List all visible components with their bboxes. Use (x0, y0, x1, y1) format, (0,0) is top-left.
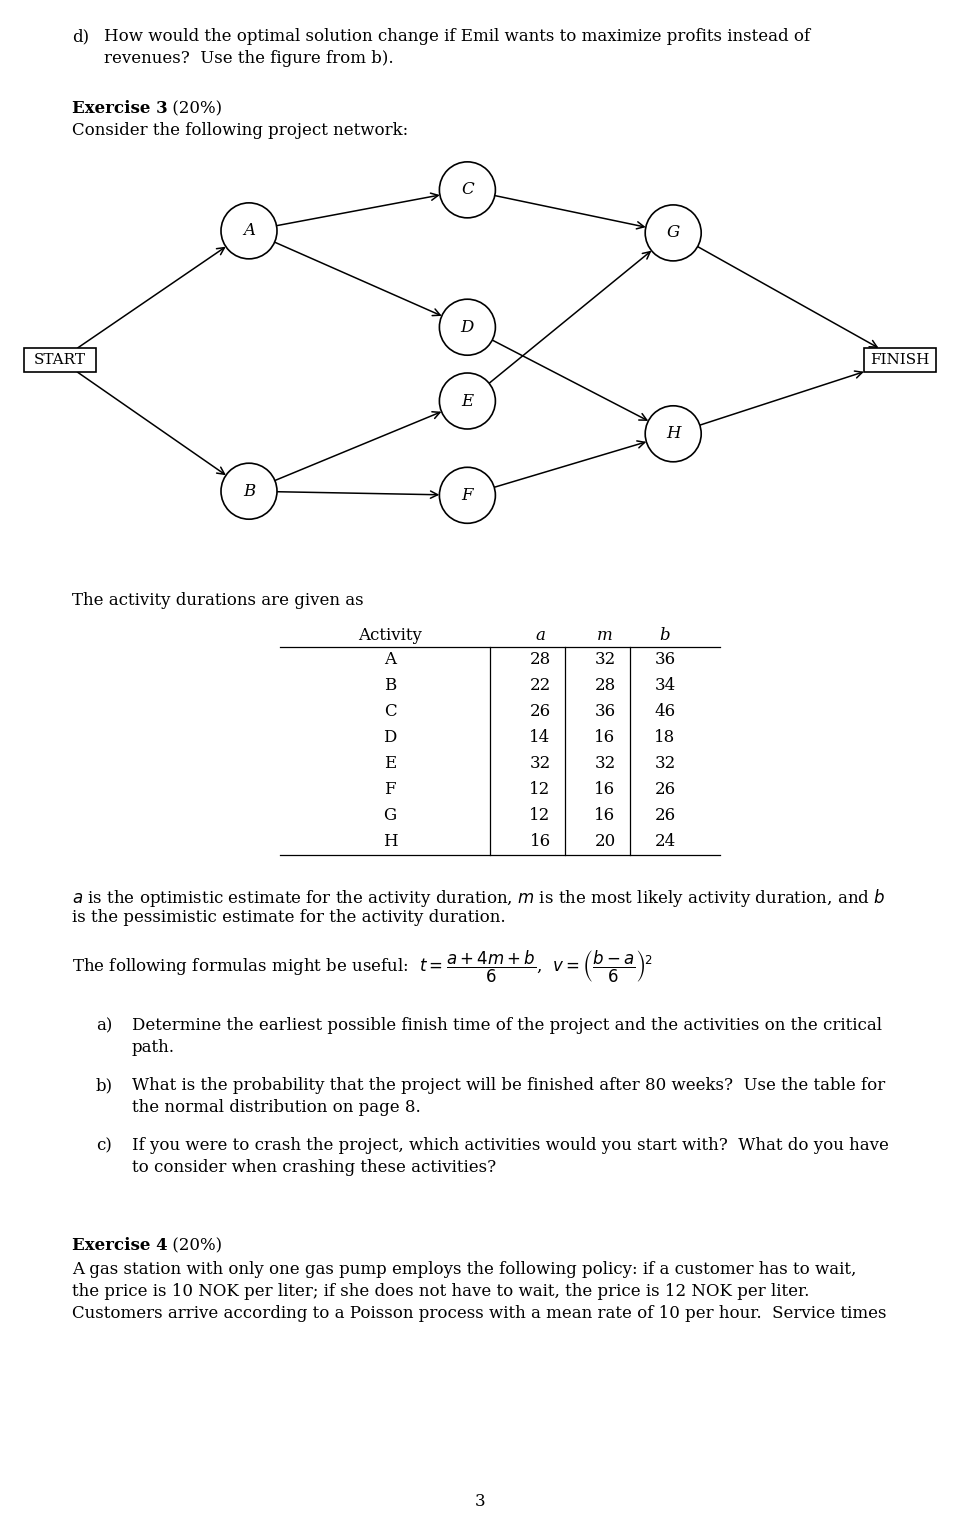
Text: m: m (597, 626, 612, 645)
Text: The following formulas might be useful:  $t = \dfrac{a + 4m + b}{6}$,  $v = \lef: The following formulas might be useful: … (72, 949, 653, 985)
Text: F: F (384, 781, 396, 798)
Text: E: E (462, 393, 473, 410)
Text: H: H (383, 834, 397, 850)
Text: b): b) (96, 1078, 113, 1094)
Text: b: b (660, 626, 670, 645)
Text: $a$ is the optimistic estimate for the activity duration, $m$ is the most likely: $a$ is the optimistic estimate for the a… (72, 887, 885, 909)
Text: 26: 26 (529, 703, 551, 720)
Text: 36: 36 (594, 703, 615, 720)
Text: 26: 26 (655, 807, 676, 824)
Text: B: B (243, 482, 255, 500)
Text: B: B (384, 677, 396, 694)
Circle shape (440, 161, 495, 218)
Text: D: D (461, 319, 474, 336)
Text: the normal distribution on page 8.: the normal distribution on page 8. (132, 1099, 420, 1116)
Circle shape (645, 204, 701, 261)
Text: 26: 26 (655, 781, 676, 798)
Circle shape (645, 405, 701, 462)
Circle shape (440, 373, 495, 428)
Text: 46: 46 (655, 703, 676, 720)
Text: Activity: Activity (358, 626, 422, 645)
Text: Exercise 4: Exercise 4 (72, 1237, 168, 1254)
Text: 32: 32 (594, 651, 615, 669)
Text: 22: 22 (529, 677, 551, 694)
Circle shape (221, 203, 277, 259)
Circle shape (221, 464, 277, 519)
Text: G: G (666, 224, 680, 241)
Text: 28: 28 (594, 677, 615, 694)
Text: a: a (535, 626, 545, 645)
Text: C: C (384, 703, 396, 720)
Text: A: A (384, 651, 396, 669)
Text: 24: 24 (655, 834, 676, 850)
Text: F: F (462, 487, 473, 503)
Text: Determine the earliest possible finish time of the project and the activities on: Determine the earliest possible finish t… (132, 1018, 882, 1035)
Text: D: D (383, 729, 396, 746)
Text: 14: 14 (529, 729, 551, 746)
Text: d): d) (72, 28, 89, 45)
Text: Exercise 3: Exercise 3 (72, 100, 168, 117)
Text: 32: 32 (594, 755, 615, 772)
Text: the price is 10 NOK per liter; if she does not have to wait, the price is 12 NOK: the price is 10 NOK per liter; if she do… (72, 1283, 809, 1300)
Text: c): c) (96, 1137, 112, 1154)
Text: 20: 20 (594, 834, 615, 850)
Text: G: G (383, 807, 396, 824)
Text: The activity durations are given as: The activity durations are given as (72, 593, 364, 609)
Text: 34: 34 (655, 677, 676, 694)
Text: 16: 16 (529, 834, 551, 850)
FancyBboxPatch shape (24, 348, 96, 371)
Text: FINISH: FINISH (871, 353, 929, 367)
Text: 36: 36 (655, 651, 676, 669)
Text: 16: 16 (594, 807, 615, 824)
Text: 16: 16 (594, 781, 615, 798)
Text: H: H (666, 425, 681, 442)
Text: E: E (384, 755, 396, 772)
Text: 32: 32 (655, 755, 676, 772)
Text: 12: 12 (529, 781, 551, 798)
Text: a): a) (96, 1018, 112, 1035)
Text: 28: 28 (529, 651, 551, 669)
Text: path.: path. (132, 1039, 175, 1056)
Text: START: START (34, 353, 86, 367)
FancyBboxPatch shape (864, 348, 936, 371)
Text: Consider the following project network:: Consider the following project network: (72, 121, 408, 140)
Text: 32: 32 (529, 755, 551, 772)
Text: How would the optimal solution change if Emil wants to maximize profits instead : How would the optimal solution change if… (104, 28, 810, 45)
Text: If you were to crash the project, which activities would you start with?  What d: If you were to crash the project, which … (132, 1137, 889, 1154)
Text: 16: 16 (594, 729, 615, 746)
Text: A gas station with only one gas pump employs the following policy: if a customer: A gas station with only one gas pump emp… (72, 1260, 856, 1279)
Text: is the pessimistic estimate for the activity duration.: is the pessimistic estimate for the acti… (72, 909, 506, 926)
Text: 12: 12 (529, 807, 551, 824)
Text: Customers arrive according to a Poisson process with a mean rate of 10 per hour.: Customers arrive according to a Poisson … (72, 1305, 886, 1322)
Text: revenues?  Use the figure from b).: revenues? Use the figure from b). (104, 51, 394, 68)
Text: to consider when crashing these activities?: to consider when crashing these activiti… (132, 1159, 496, 1176)
Text: (20%): (20%) (167, 100, 222, 117)
Circle shape (440, 299, 495, 355)
Circle shape (440, 467, 495, 523)
Text: A: A (243, 223, 255, 239)
Text: C: C (461, 181, 474, 198)
Text: What is the probability that the project will be finished after 80 weeks?  Use t: What is the probability that the project… (132, 1078, 885, 1094)
Text: 18: 18 (655, 729, 676, 746)
Text: (20%): (20%) (167, 1237, 222, 1254)
Text: 3: 3 (474, 1494, 486, 1510)
